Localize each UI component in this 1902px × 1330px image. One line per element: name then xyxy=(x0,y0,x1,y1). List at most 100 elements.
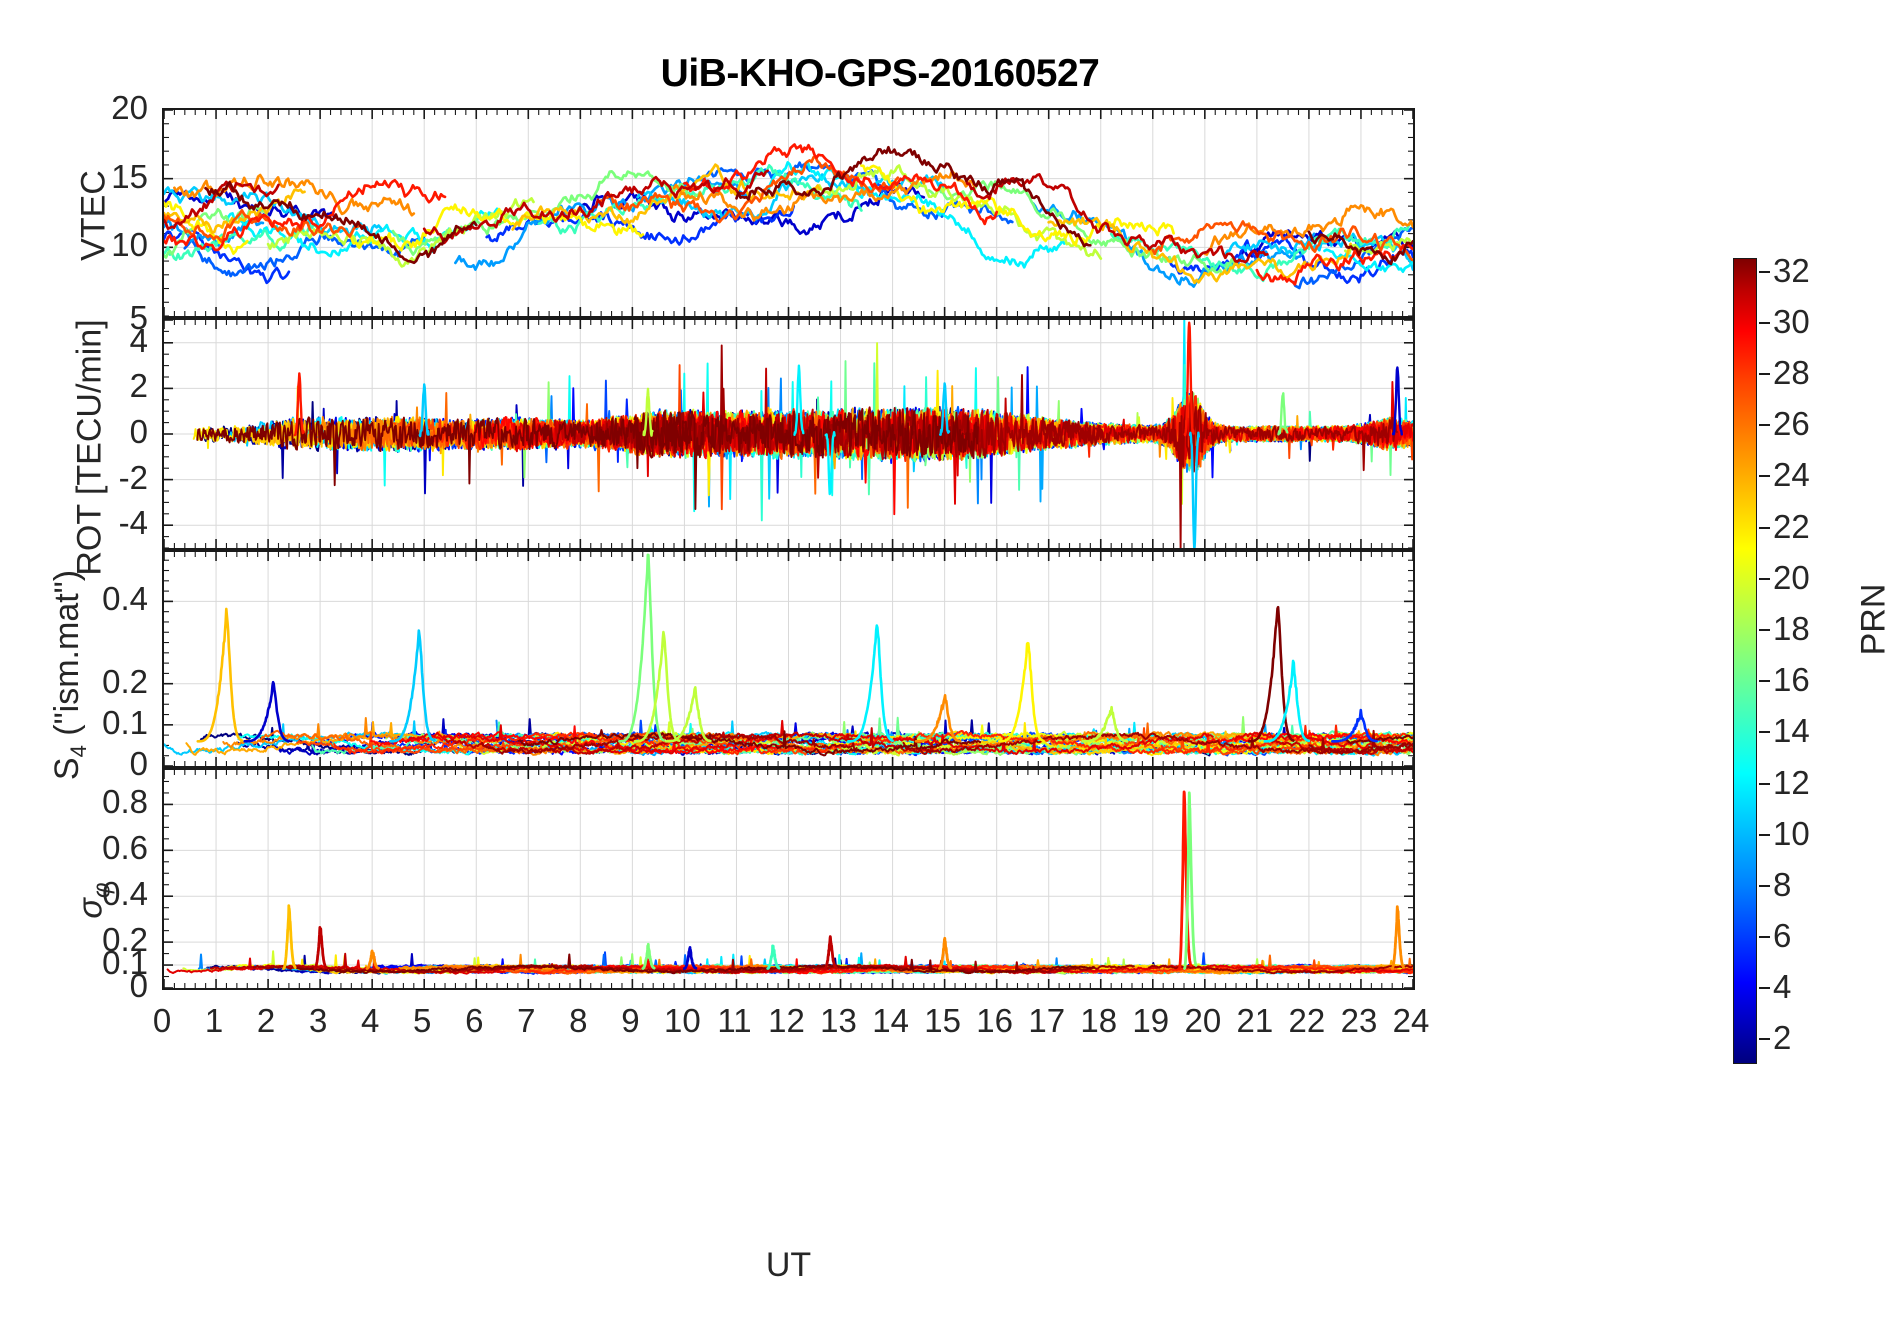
data-series xyxy=(914,694,962,743)
data-series xyxy=(766,161,1066,269)
data-series xyxy=(1183,321,1195,437)
colorbar-tick-label: 8 xyxy=(1759,866,1791,904)
data-series xyxy=(860,164,1175,247)
data-series xyxy=(204,180,478,265)
data-series xyxy=(1247,605,1295,743)
data-series xyxy=(1331,708,1378,743)
colorbar-tick-label: 24 xyxy=(1759,456,1810,494)
x-tick-label: 7 xyxy=(517,1002,536,1039)
x-tick-label: 2 xyxy=(256,1002,276,1039)
rot-ytick-label: 4 xyxy=(129,321,148,359)
colorbar-tick-label: 28 xyxy=(1759,354,1810,392)
sigma-ytick-label: 0.4 xyxy=(102,875,148,913)
x-tick-label: 11 xyxy=(717,1002,752,1039)
colorbar-tick-label: 14 xyxy=(1759,712,1810,750)
sigma-ytick-label: 0.6 xyxy=(102,829,148,867)
x-tick-label: 16 xyxy=(976,1002,1014,1039)
x-axis-label: UT xyxy=(765,1246,812,1284)
vtec-ytick-label: 10 xyxy=(111,226,148,264)
colorbar-tick-label: 30 xyxy=(1759,303,1810,341)
panel-rot xyxy=(162,318,1415,550)
data-series xyxy=(1047,216,1352,285)
data-series xyxy=(333,731,750,756)
data-series xyxy=(1325,380,1413,447)
s4-ytick-label: 0.2 xyxy=(102,662,148,700)
x-tick-label: 1 xyxy=(204,1002,224,1039)
data-series xyxy=(1323,248,1413,274)
sigma-ytick-label: 0.2 xyxy=(102,921,148,959)
data-series xyxy=(641,942,656,970)
data-series xyxy=(1030,390,1398,548)
x-tick-label: 9 xyxy=(621,1002,640,1039)
data-series xyxy=(196,411,693,487)
data-series xyxy=(164,186,384,236)
colorbar-tick-label: 10 xyxy=(1759,815,1810,853)
data-series xyxy=(1151,220,1413,262)
data-series xyxy=(389,629,436,743)
x-tick-label: 19 xyxy=(1132,1002,1170,1039)
data-series xyxy=(164,178,447,252)
data-series xyxy=(259,729,671,755)
rot-plot-area xyxy=(164,320,1413,548)
data-series xyxy=(1081,705,1129,743)
x-tick-label: 4 xyxy=(360,1002,380,1039)
data-series xyxy=(282,904,297,970)
sigma-phi-plot-area xyxy=(164,770,1413,988)
colorbar-tick-label: 2 xyxy=(1759,1019,1791,1057)
data-series xyxy=(511,163,822,231)
vtec-ytick-label: 20 xyxy=(111,89,148,126)
data-series xyxy=(766,944,781,970)
rot-ytick-label: 5 xyxy=(129,299,148,336)
colorbar-tick-label: 4 xyxy=(1759,968,1791,1006)
colorbar-tick-label: 16 xyxy=(1759,661,1810,699)
colorbar-gradient xyxy=(1733,258,1757,1064)
data-series xyxy=(1345,734,1413,745)
data-series xyxy=(1160,724,1413,755)
x-tick-label: 13 xyxy=(820,1002,857,1039)
rot-ytick-label: 0 xyxy=(129,413,148,450)
x-tick-label: 17 xyxy=(1028,1002,1066,1039)
colorbar-tick-label: 20 xyxy=(1759,559,1810,597)
panel-sigma-phi xyxy=(162,768,1415,990)
x-tick-label: 3 xyxy=(308,1002,328,1039)
x-tick-label: 14 xyxy=(872,1002,909,1039)
data-series xyxy=(683,143,999,226)
sigma-ytick-label: 0.1 xyxy=(102,944,148,982)
data-series xyxy=(939,382,951,436)
data-series xyxy=(164,180,280,231)
x-tick-label: 15 xyxy=(924,1002,961,1039)
x-tick-label: 10 xyxy=(664,1002,701,1039)
colorbar[interactable]: 32 30 28 26 24 22 20 18 16 14 12 10 8 6 4 2 xyxy=(1733,252,1810,1064)
panel-s4 xyxy=(162,550,1415,768)
data-series xyxy=(633,407,979,510)
data-series xyxy=(1307,230,1413,266)
colorbar-tick-label: 18 xyxy=(1759,610,1810,648)
x-tick-label: 8 xyxy=(569,1002,588,1039)
vtec-axis-label: VTEC xyxy=(74,170,113,261)
x-tick-label: 23 xyxy=(1340,1002,1378,1039)
rot-ytick-label: -4 xyxy=(118,504,148,542)
data-series xyxy=(997,641,1045,743)
data-series xyxy=(1277,392,1289,436)
data-series xyxy=(846,624,894,743)
data-series xyxy=(793,364,805,437)
data-series xyxy=(481,732,858,755)
data-series xyxy=(902,731,1413,755)
colorbar-tick-label: 26 xyxy=(1759,405,1810,443)
x-tick-label: 0 xyxy=(152,1002,172,1039)
data-series xyxy=(313,925,328,970)
data-series xyxy=(828,732,1214,756)
rot-ytick-label: 2 xyxy=(129,367,148,405)
x-tick-label: 22 xyxy=(1288,1002,1326,1039)
data-series xyxy=(1177,790,1193,970)
figure-title: UiB-KHO-GPS-20160527 xyxy=(660,52,1100,95)
colorbar-tick-label: 22 xyxy=(1759,508,1810,546)
data-series xyxy=(1183,791,1198,970)
data-series xyxy=(296,953,769,975)
data-series xyxy=(1391,366,1404,436)
s4-ytick-label: 0 xyxy=(129,745,148,782)
sigma-ytick-label: 0 xyxy=(129,967,148,1004)
data-series xyxy=(349,203,645,252)
colorbar-tick-label: 32 xyxy=(1759,252,1810,290)
